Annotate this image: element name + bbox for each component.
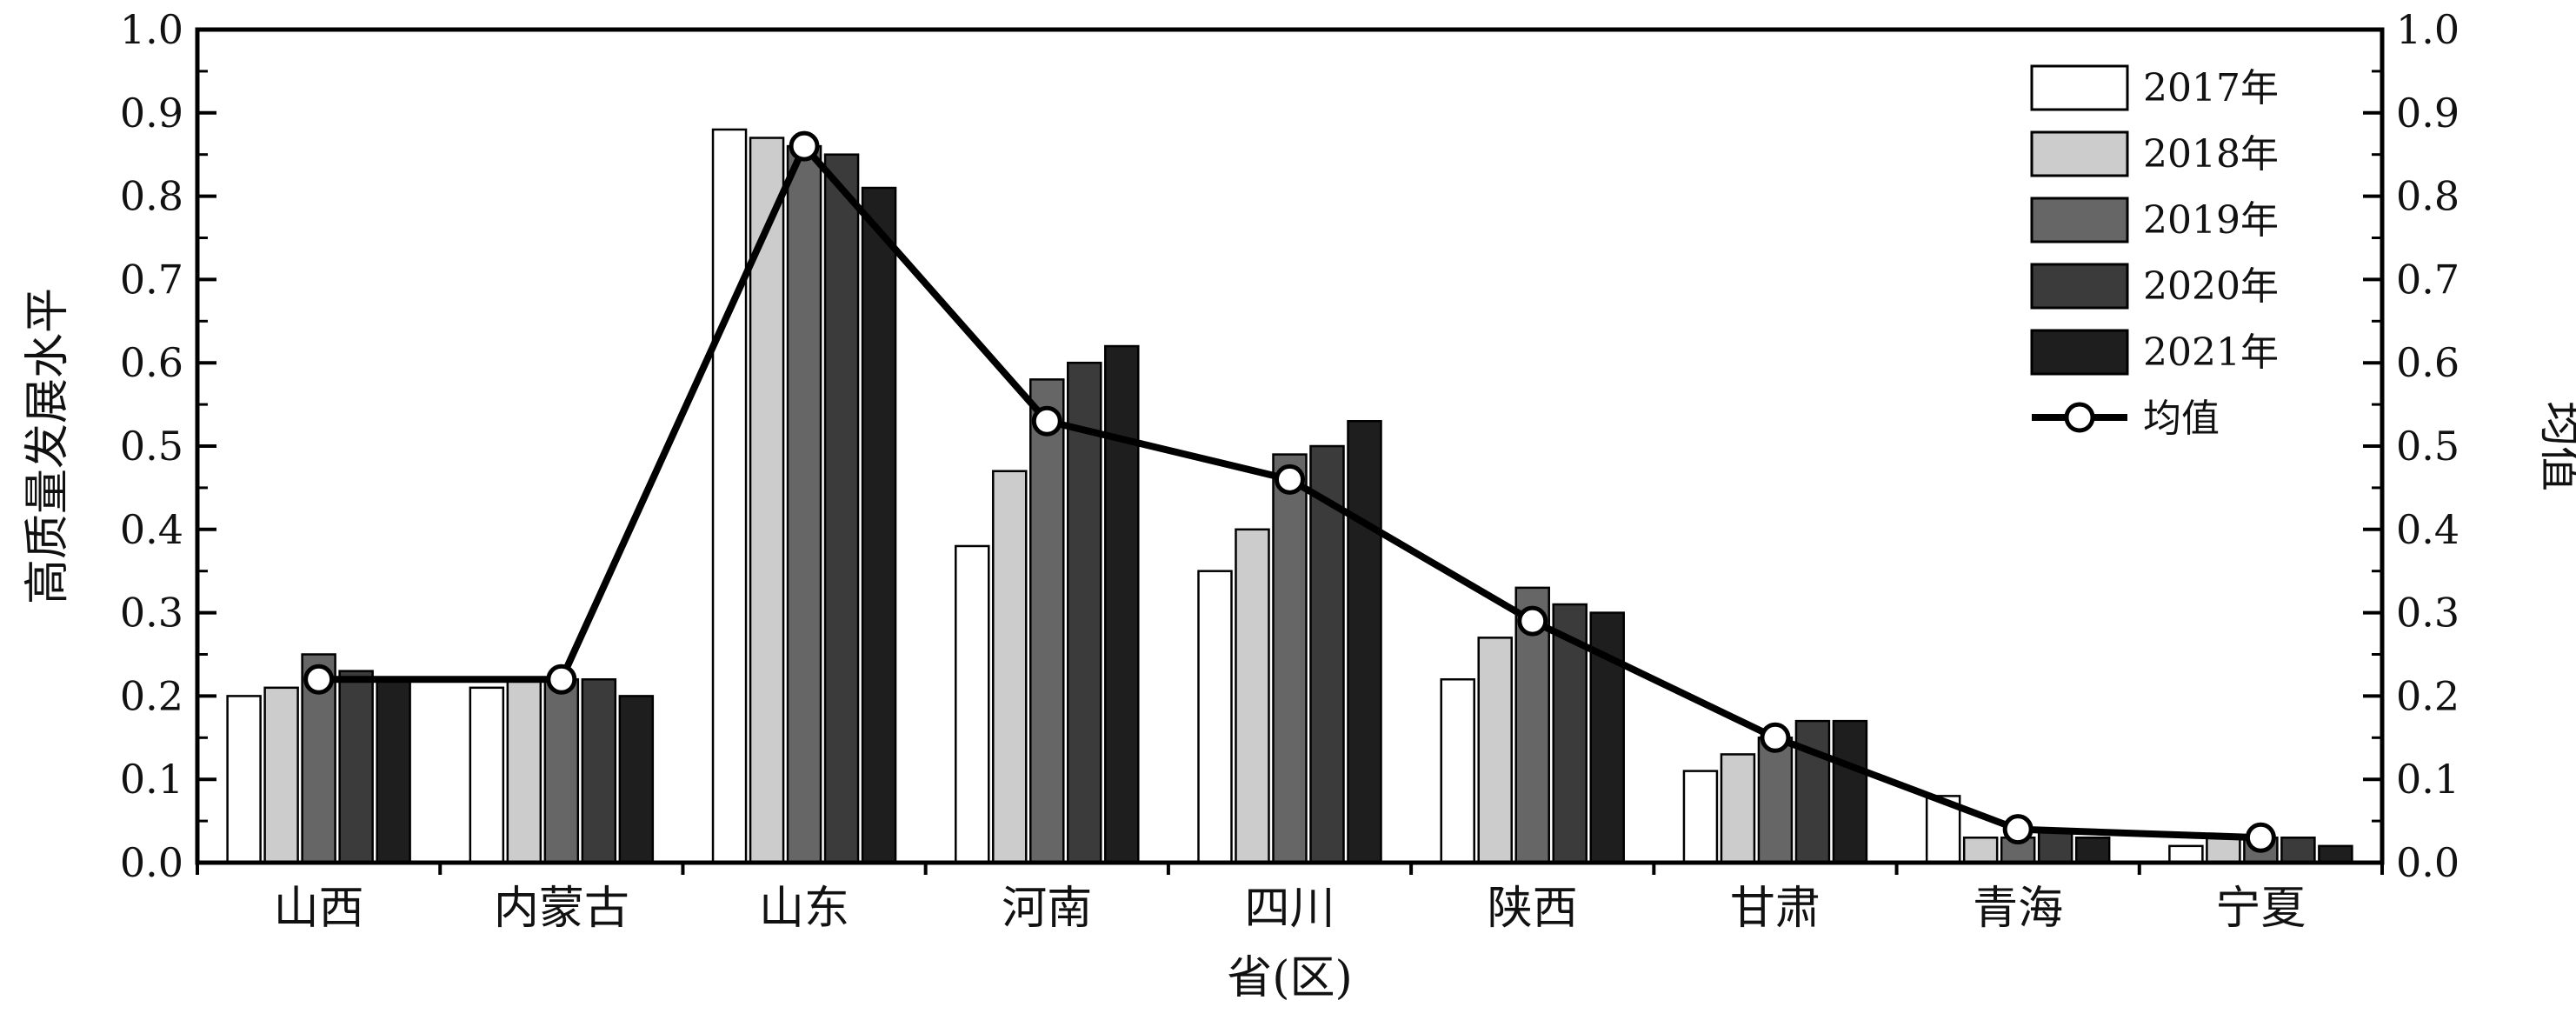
bar-4-cat-3 (823, 153, 860, 864)
x-tick-label: 四川 (1244, 883, 1335, 935)
bar-1-cat-2 (469, 686, 505, 864)
mean-point-7 (1760, 722, 1791, 753)
y2-tick-label: 0.4 (2396, 506, 2460, 553)
x-tick-label: 内蒙古 (494, 883, 629, 935)
y2-axis-title: 均值 (2534, 401, 2576, 491)
y2-tick-label: 0.2 (2396, 672, 2460, 719)
legend-label: 2019年 (2143, 198, 2279, 243)
bar-1-cat-4 (955, 544, 990, 864)
bar-5-cat-1 (376, 677, 411, 864)
x-tick-label: 甘肃 (1730, 883, 1821, 935)
mean-line-layer (303, 130, 2276, 853)
y-tick-label: 0.1 (120, 756, 183, 803)
bar-3-cat-7 (1757, 737, 1794, 864)
mean-point-3 (789, 130, 820, 162)
bar-4-cat-9 (2280, 837, 2316, 864)
bar-5-cat-9 (2318, 844, 2353, 864)
y-axis-title: 高质量发展水平 (22, 288, 74, 604)
bar-3-cat-3 (786, 144, 822, 864)
bar-1-cat-6 (1440, 677, 1475, 864)
bar-3-cat-4 (1029, 378, 1065, 864)
x-tick-label: 山东 (759, 883, 849, 935)
mean-point-9 (2245, 822, 2276, 853)
bar-1-cat-7 (1682, 770, 1719, 864)
y2-tick-label: 0.5 (2396, 423, 2460, 470)
x-tick-label: 陕西 (1488, 883, 1578, 935)
y2-tick-label: 1.0 (2396, 6, 2460, 53)
y-tick-label: 0.4 (120, 506, 183, 553)
y2-tick-label: 0.3 (2396, 590, 2460, 637)
legend-label: 2018年 (2143, 132, 2279, 177)
x-tick-label: 青海 (1973, 883, 2063, 935)
y-tick-label: 0.5 (120, 423, 183, 470)
bar-2-cat-5 (1235, 528, 1270, 864)
x-axis-title: 省(区) (1227, 952, 1353, 1004)
legend-swatch-2 (2030, 130, 2129, 177)
bar-4-cat-4 (1067, 361, 1102, 864)
y-tick-label: 0.8 (120, 173, 183, 220)
legend-swatch-4 (2030, 263, 2129, 310)
bar-4-cat-1 (338, 670, 374, 864)
mean-point-4 (1031, 405, 1062, 437)
legend-label: 2021年 (2143, 330, 2279, 375)
mean-point-2 (546, 664, 577, 695)
y-tick-label: 0.7 (120, 256, 183, 303)
bar-2-cat-4 (992, 470, 1028, 864)
bar-1-cat-3 (711, 128, 748, 864)
y-tick-label: 1.0 (120, 6, 183, 53)
bar-2-cat-7 (1720, 753, 1756, 864)
bar-2-cat-9 (2206, 837, 2241, 864)
bar-5-cat-7 (1832, 719, 1868, 864)
y-tick-label: 0.2 (120, 672, 183, 719)
mean-point-5 (1275, 463, 1305, 495)
legend-label: 2017年 (2143, 66, 2279, 110)
y2-tick-label: 0.8 (2396, 173, 2460, 220)
y-tick-label: 0.3 (120, 590, 183, 637)
legend-swatch-1 (2030, 64, 2129, 111)
bar-3-cat-5 (1272, 453, 1308, 864)
bar-2-cat-8 (1962, 837, 1999, 864)
bar-1-cat-9 (2168, 844, 2204, 864)
bar-4-cat-7 (1794, 719, 1831, 864)
mean-point-6 (1517, 605, 1548, 637)
bar-1-cat-1 (226, 695, 262, 864)
bars-layer (226, 128, 2353, 864)
bar-5-cat-3 (861, 186, 897, 864)
legend-label: 2020年 (2143, 264, 2279, 309)
legend-swatch-3 (2030, 197, 2129, 243)
bar-2-cat-1 (263, 686, 299, 864)
bar-4-cat-5 (1309, 444, 1345, 864)
y2-tick-label: 0.1 (2396, 756, 2460, 803)
bar-5-cat-8 (2074, 837, 2111, 864)
y2-tick-label: 0.0 (2396, 839, 2460, 886)
y-tick-label: 0.6 (120, 339, 183, 386)
bar-1-cat-5 (1197, 570, 1233, 864)
mean-point-8 (2002, 814, 2034, 845)
legend-swatch-5 (2030, 329, 2129, 376)
bar-2-cat-2 (506, 677, 542, 864)
bar-4-cat-2 (581, 677, 617, 864)
bar-5-cat-4 (1104, 344, 1140, 864)
bar-3-cat-2 (543, 677, 580, 864)
mean-point-1 (303, 664, 335, 695)
legend-label: 均值 (2143, 397, 2220, 441)
y-tick-label: 0.0 (120, 839, 183, 886)
x-tick-label: 宁夏 (2215, 883, 2306, 935)
x-tick-label: 山西 (274, 883, 364, 935)
legend-line-marker (2064, 402, 2095, 433)
y2-tick-label: 0.9 (2396, 90, 2460, 137)
ticks-layer: 0.0 0.0 0.1 0.1 0.2 0.2 0.3 0.3 0.4 0.4 0.5 0.5 0.6 0… (120, 6, 2460, 935)
y2-tick-label: 0.7 (2396, 256, 2460, 303)
bar-5-cat-2 (618, 695, 655, 864)
y-tick-label: 0.9 (120, 90, 183, 137)
bar-5-cat-5 (1347, 420, 1382, 864)
x-tick-label: 河南 (1002, 883, 1092, 935)
bar-2-cat-6 (1477, 637, 1513, 864)
y2-tick-label: 0.6 (2396, 339, 2460, 386)
